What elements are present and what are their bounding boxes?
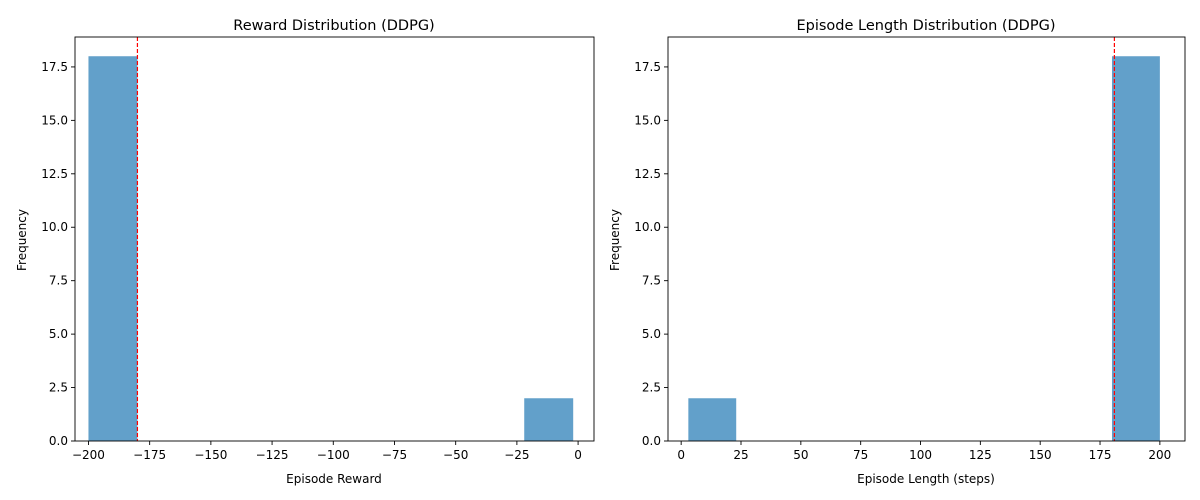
y-tick-label: 12.5 (41, 167, 68, 181)
x-tick-label: −150 (194, 448, 227, 462)
y-tick-label: 10.0 (634, 220, 661, 234)
x-tick-label: 25 (733, 448, 748, 462)
x-tick-label: 150 (1029, 448, 1052, 462)
y-tick-label: 5.0 (49, 327, 68, 341)
y-tick-label: 12.5 (634, 167, 661, 181)
chart-title: Episode Length Distribution (DDPG) (796, 18, 1055, 34)
y-tick-label: 10.0 (41, 220, 68, 234)
y-tick-label: 2.5 (642, 381, 661, 395)
x-tick-label: 50 (793, 448, 808, 462)
axes-frame (74, 36, 595, 442)
x-tick-label: 175 (1089, 448, 1112, 462)
x-tick-label: 0 (677, 448, 685, 462)
y-tick-label: 15.0 (634, 113, 661, 127)
x-tick-label: 125 (969, 448, 992, 462)
axes-frame (667, 36, 1186, 442)
y-tick-label: 2.5 (49, 381, 68, 395)
y-tick-label: 0.0 (49, 434, 68, 448)
x-axis-label: Episode Reward (286, 472, 382, 486)
x-tick-label: 75 (853, 448, 868, 462)
y-axis-label: Frequency (15, 209, 29, 271)
x-tick-label: −100 (317, 448, 350, 462)
x-tick-label: −200 (72, 448, 105, 462)
y-tick-label: 15.0 (41, 113, 68, 127)
x-axis-label: Episode Length (steps) (857, 472, 995, 486)
y-tick-label: 7.5 (49, 274, 68, 288)
x-tick-label: 0 (574, 448, 582, 462)
x-tick-label: 100 (909, 448, 932, 462)
y-tick-label: 0.0 (642, 434, 661, 448)
reward-histogram-panel: Reward Distribution (DDPG) Episode Rewar… (15, 18, 595, 486)
x-tick-label: −25 (504, 448, 529, 462)
histogram-bar (524, 398, 574, 441)
y-tick-label: 5.0 (642, 327, 661, 341)
x-tick-label: −50 (443, 448, 468, 462)
histogram-bar (688, 398, 737, 441)
x-tick-label: −75 (382, 448, 407, 462)
y-tick-label: 17.5 (634, 60, 661, 74)
y-tick-label: 17.5 (41, 60, 68, 74)
chart-title: Reward Distribution (DDPG) (233, 18, 434, 34)
episode-length-histogram-panel: Episode Length Distribution (DDPG) Episo… (608, 18, 1186, 486)
x-tick-label: −175 (133, 448, 166, 462)
histogram-bar (1111, 56, 1160, 441)
y-tick-label: 7.5 (642, 274, 661, 288)
x-tick-label: 200 (1148, 448, 1171, 462)
histogram-bar (88, 56, 138, 441)
y-axis-label: Frequency (608, 209, 622, 271)
x-tick-label: −125 (256, 448, 289, 462)
